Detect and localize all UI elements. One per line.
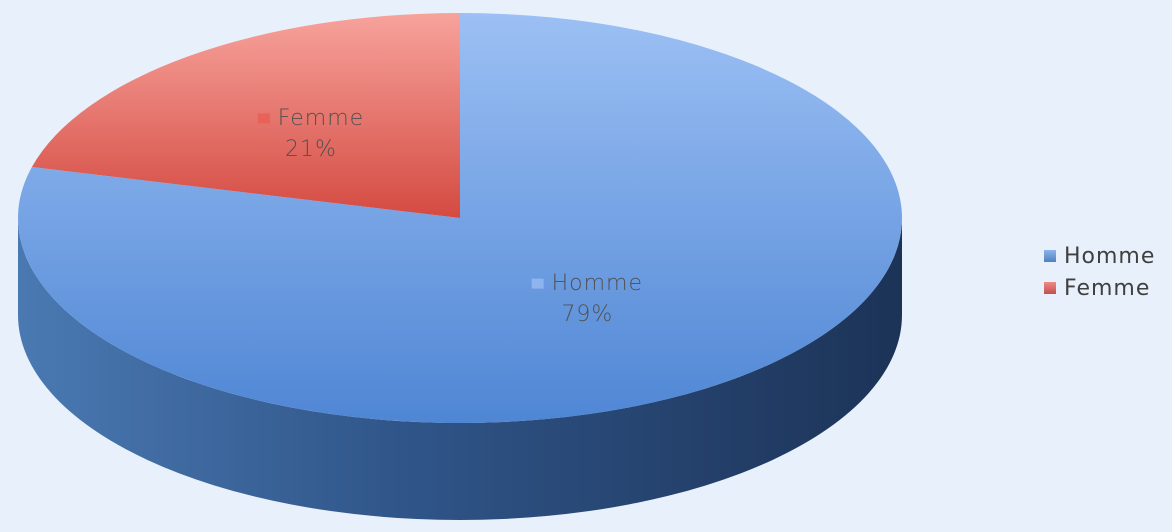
data-label-swatch-homme xyxy=(531,278,544,289)
data-label-femme: Femme 21% xyxy=(257,106,364,162)
legend-label-homme: Homme xyxy=(1064,243,1156,269)
legend-swatch-femme xyxy=(1044,282,1056,294)
legend-swatch-homme xyxy=(1044,250,1056,262)
pie-side-homme xyxy=(18,218,902,520)
data-label-value-femme: 21% xyxy=(285,137,337,162)
legend-label-femme: Femme xyxy=(1064,275,1151,301)
pie-slice-femme xyxy=(31,13,461,218)
data-label-homme: Homme 79% xyxy=(531,271,643,327)
data-label-value-homme: 79% xyxy=(561,302,613,327)
legend-item-femme: Femme xyxy=(1044,272,1155,304)
data-label-swatch-femme xyxy=(257,113,270,124)
pie-slice-homme xyxy=(18,13,903,423)
data-label-name-homme: Homme xyxy=(552,271,643,296)
legend: Homme Femme xyxy=(1044,240,1155,304)
data-label-name-femme: Femme xyxy=(278,106,364,131)
legend-item-homme: Homme xyxy=(1044,240,1155,272)
